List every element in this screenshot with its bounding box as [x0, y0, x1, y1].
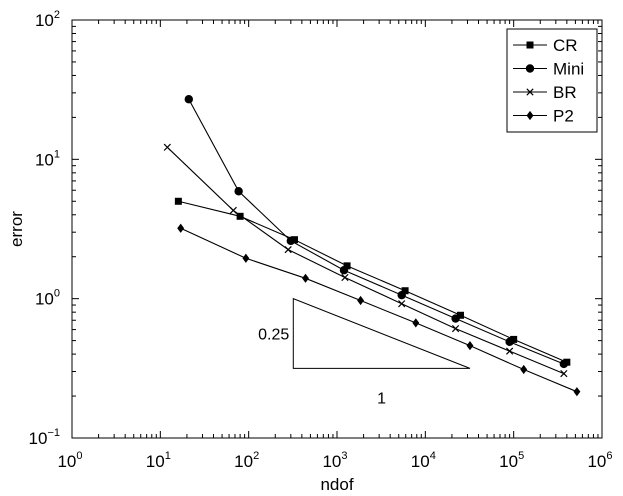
legend-item-br: BR	[513, 83, 577, 102]
slope-run-label: 1	[377, 390, 386, 407]
legend-marker-cr	[526, 41, 534, 49]
x-tick-label: 102	[234, 450, 259, 471]
legend: CR Mini BR P2	[506, 28, 598, 133]
data-point-p2	[357, 295, 365, 306]
y-tick-label: 101	[35, 148, 60, 169]
y-tick-label: 10−1	[29, 427, 60, 448]
data-point-mini	[184, 95, 193, 104]
data-point-mini	[397, 290, 406, 300]
x-tick-label: 104	[411, 450, 436, 471]
data-point-mini	[451, 314, 460, 323]
data-point-br	[560, 369, 568, 378]
legend-item-p2: P2	[513, 107, 574, 126]
slope-rise-label: 0.25	[258, 327, 289, 344]
series-line-br	[166, 146, 565, 375]
data-point-mini	[286, 236, 296, 246]
x-tick-label: 103	[322, 450, 347, 471]
x-axis-label: ndof	[320, 475, 353, 494]
x-tick-label: 106	[587, 450, 612, 471]
series-mini	[184, 95, 569, 369]
x-tick-label: 100	[57, 450, 82, 471]
data-point-br	[398, 300, 406, 308]
data-point-cr	[174, 197, 182, 205]
legend-marker-mini	[525, 64, 535, 73]
plot-frame	[71, 19, 603, 439]
data-point-mini	[559, 359, 569, 369]
slope-triangle	[292, 297, 471, 369]
data-point-p2	[242, 253, 250, 263]
x-tick-label: 101	[146, 450, 171, 471]
series-line-cr	[178, 200, 568, 363]
legend-marker-p2	[526, 110, 534, 121]
data-point-mini	[339, 266, 349, 275]
tick-marks	[71, 19, 603, 439]
data-point-p2	[412, 318, 420, 328]
data-point-p2	[177, 223, 185, 233]
legend-item-cr: CR	[513, 36, 578, 55]
data-point-br	[163, 143, 171, 151]
data-point-br	[284, 245, 292, 254]
data-point-p2	[302, 273, 309, 283]
data-point-br	[451, 324, 460, 333]
series-line-mini	[188, 98, 565, 365]
data-point-cr	[401, 287, 409, 295]
legend-label-cr: CR	[553, 36, 578, 55]
legend-box	[506, 28, 598, 133]
series-p2	[177, 223, 581, 397]
slope-triangle-annotation: 0.25 1	[258, 297, 471, 407]
data-point-cr	[343, 262, 351, 270]
data-point-p2	[466, 341, 474, 351]
series-layer	[163, 95, 581, 397]
data-point-mini	[234, 187, 243, 196]
data-point-br	[341, 273, 349, 282]
data-point-br	[506, 347, 514, 355]
x-tick-label: 105	[499, 450, 524, 471]
data-point-cr	[510, 335, 518, 343]
data-point-mini	[505, 337, 514, 347]
data-point-p2	[520, 364, 528, 375]
series-br	[163, 143, 568, 378]
y-tick-label: 102	[35, 9, 60, 30]
legend-item-mini: Mini	[513, 60, 584, 79]
data-point-cr	[236, 212, 244, 220]
data-point-p2	[573, 387, 581, 397]
y-tick-label: 100	[35, 288, 60, 309]
data-point-cr	[456, 311, 464, 319]
legend-label-mini: Mini	[553, 60, 584, 79]
legend-marker-br	[526, 88, 534, 96]
legend-label-br: BR	[553, 83, 577, 102]
y-axis-label: error	[7, 211, 26, 247]
legend-label-p2: P2	[553, 107, 574, 126]
series-line-p2	[180, 227, 578, 393]
data-point-br	[229, 206, 237, 215]
